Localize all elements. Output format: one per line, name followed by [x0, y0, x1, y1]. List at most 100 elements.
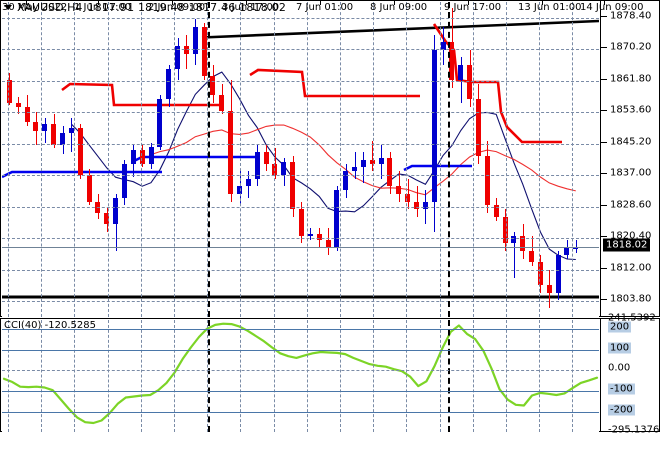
- chevron-down-icon[interactable]: [4, 5, 12, 10]
- indicator-gridline: [506, 320, 507, 432]
- indicator-gridline: [406, 320, 407, 432]
- price-pane[interactable]: [0, 0, 660, 317]
- candle-body: [556, 254, 561, 293]
- candle-body: [423, 201, 428, 210]
- candle-body: [246, 178, 251, 187]
- indicator-gridline: [473, 320, 474, 432]
- candle-wick: [275, 148, 276, 179]
- candle-body: [326, 239, 331, 248]
- time-axis-label: 7 Jun 01:00: [296, 2, 354, 13]
- price-gridline: [2, 206, 599, 208]
- candle-body: [432, 49, 437, 202]
- price-axis-label: 1812.00: [610, 262, 652, 274]
- candle-body: [69, 127, 74, 134]
- indicator-gridline: [41, 320, 42, 432]
- price-axis-label: 1828.60: [610, 199, 652, 211]
- candle-body: [255, 152, 260, 179]
- time-tick: [394, 0, 395, 5]
- price-scale-divider: [600, 1, 601, 316]
- price-plot-area[interactable]: [2, 2, 599, 317]
- indicator-gridline: [572, 320, 573, 432]
- indicator-gridline: [240, 320, 241, 432]
- candle-body: [308, 233, 313, 236]
- time-axis-label: 8 Jun 09:00: [370, 2, 428, 13]
- time-axis-label: 30 May 2022: [2, 2, 68, 13]
- candle-body: [175, 46, 180, 69]
- candle-wick: [399, 171, 400, 202]
- candle-body: [237, 186, 242, 195]
- price-tick: [600, 236, 607, 238]
- indicator-plot-area[interactable]: [2, 320, 599, 432]
- time-gridline: [473, 2, 474, 317]
- current-price-line: [2, 247, 599, 249]
- candle-body: [299, 209, 304, 236]
- time-tick: [468, 0, 469, 5]
- indicator-axis-label: 200: [608, 321, 632, 333]
- time-tick: [172, 0, 173, 5]
- candle-body: [264, 152, 269, 164]
- indicator-gridline: [440, 320, 441, 432]
- candle-body: [520, 235, 525, 251]
- candle-body: [511, 235, 516, 244]
- price-axis-label: 1861.80: [610, 73, 652, 85]
- candle-body: [494, 205, 499, 217]
- price-axis-label: 1820.40: [610, 230, 652, 242]
- indicator-axis-label: -295.1376: [608, 424, 660, 436]
- price-tick: [600, 141, 607, 143]
- time-gridline: [74, 2, 75, 317]
- candle-wick: [461, 57, 462, 103]
- candle-body: [396, 186, 401, 195]
- price-tick: [600, 204, 607, 206]
- candle-body: [193, 27, 198, 54]
- candle-body: [16, 102, 21, 107]
- price-tick: [600, 47, 607, 49]
- time-tick: [542, 0, 543, 5]
- candle-body: [78, 127, 83, 176]
- price-tick: [600, 299, 607, 301]
- price-axis-label: 1853.60: [610, 104, 652, 116]
- candle-body: [51, 123, 56, 145]
- price-tick: [600, 78, 607, 80]
- candle-body: [476, 99, 481, 157]
- period-separator: [447, 2, 450, 317]
- indicator-gridline: [539, 320, 540, 432]
- candle-body: [405, 194, 410, 202]
- time-axis[interactable]: 30 May 2022 1 Jun 01:00 2 Jun 09:00 3 Jun 1…: [0, 0, 660, 18]
- candle-body: [122, 163, 127, 198]
- time-axis-label: 2 Jun 09:00: [148, 2, 206, 13]
- candle-wick: [372, 140, 373, 172]
- candle-wick: [71, 118, 72, 153]
- candle-wick: [576, 239, 577, 253]
- time-tick: [320, 0, 321, 5]
- time-gridline: [108, 2, 109, 317]
- indicator-level-line: [2, 391, 599, 393]
- candle-body: [42, 123, 47, 132]
- cci-overlay: [2, 322, 599, 425]
- time-gridline: [440, 2, 441, 317]
- price-axis[interactable]: 1878.40 1870.20 1861.80 1853.60 1845.20 1837.…: [600, 0, 660, 317]
- time-gridline: [373, 2, 374, 317]
- time-gridline: [141, 2, 142, 317]
- indicator-gridline: [74, 320, 75, 432]
- candle-body: [564, 247, 569, 255]
- candle-body: [202, 27, 207, 77]
- indicator-axis[interactable]: 241.5392 0.00 -295.1376 200 100 -100 -200: [600, 313, 660, 436]
- indicator-pane[interactable]: [0, 318, 660, 432]
- indicator-zero-line: [2, 370, 599, 372]
- time-tick: [246, 0, 247, 5]
- candle-body: [228, 110, 233, 195]
- candle-body: [361, 159, 366, 168]
- time-gridline: [8, 2, 9, 317]
- price-tick: [600, 267, 607, 269]
- indicator-axis-label: 100: [608, 342, 632, 354]
- candle-body: [60, 133, 65, 145]
- resistance-line-0: [61, 82, 222, 107]
- indicator-gridline: [174, 320, 175, 432]
- price-gridline: [2, 301, 599, 303]
- candle-body: [458, 65, 463, 81]
- candle-body: [210, 76, 215, 96]
- current-price-tag: 1818.02: [603, 238, 651, 252]
- candle-body: [485, 156, 490, 206]
- candle-body: [87, 175, 92, 202]
- time-gridline: [174, 2, 175, 317]
